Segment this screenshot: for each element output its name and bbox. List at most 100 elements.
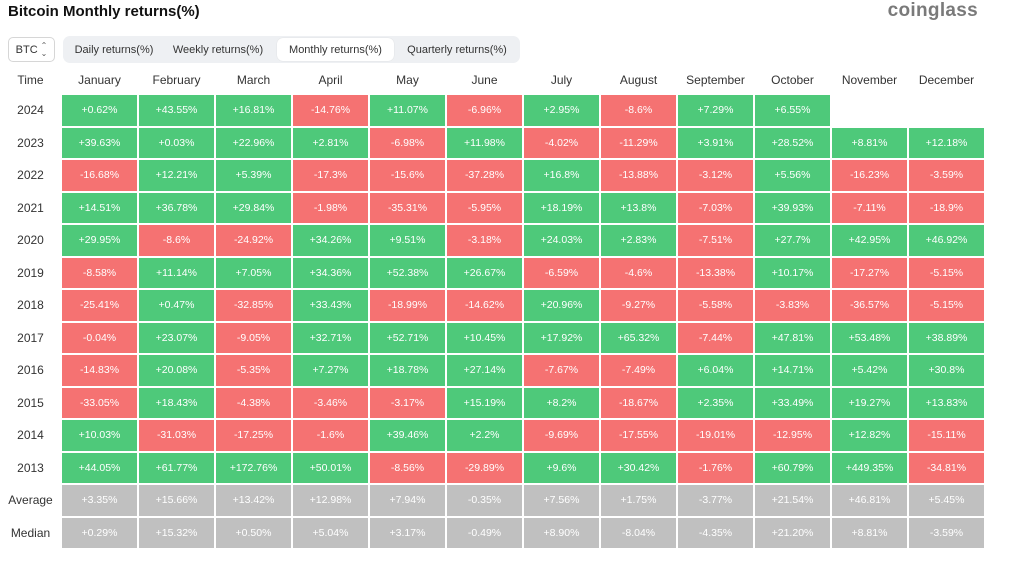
tab-weekly-returns[interactable]: Weekly returns(%) (172, 43, 264, 56)
empty-cell (909, 95, 984, 126)
return-cell: -8.56% (370, 452, 445, 483)
return-cell: -8.58% (62, 257, 137, 288)
tab-daily-returns[interactable]: Daily returns(%) (74, 43, 154, 56)
return-cell: +30.8% (909, 355, 984, 386)
month-column-header: March (236, 72, 271, 87)
return-cell: +3.91% (678, 127, 753, 158)
return-cell: +8.81% (832, 127, 907, 158)
return-cell: +18.78% (370, 355, 445, 386)
return-cell: -3.59% (909, 517, 984, 548)
return-cell: +5.42% (832, 355, 907, 386)
return-cell: +8.2% (524, 387, 599, 418)
return-cell: +15.19% (447, 387, 522, 418)
return-cell: +23.07% (139, 322, 214, 353)
return-cell: -0.35% (447, 485, 522, 516)
tab-monthly-returns[interactable]: Monthly returns(%) (277, 38, 394, 61)
return-cell: +65.32% (601, 322, 676, 353)
table-row: 2020 +29.95% -8.6% -24.92% +34.26% +9.51% -3.1… (1, 225, 984, 256)
return-cell: +8.90% (524, 517, 599, 548)
return-cell: +13.83% (909, 387, 984, 418)
return-cell: +15.32% (139, 517, 214, 548)
return-cell: +3.17% (370, 517, 445, 548)
return-cell: -13.38% (678, 257, 753, 288)
return-cell: +13.42% (216, 485, 291, 516)
return-cell: -3.17% (370, 387, 445, 418)
return-cell: -16.23% (832, 160, 907, 191)
return-cell: -5.58% (678, 290, 753, 321)
return-cell: -33.05% (62, 387, 137, 418)
return-cell: -9.69% (524, 420, 599, 451)
return-cell: +60.79% (755, 452, 830, 483)
table-row: 2016 -14.83% +20.08% -5.35% +7.27% +18.78% +27… (1, 355, 984, 386)
table-row: 2013 +44.05% +61.77% +172.76% +50.01% -8.56% -… (1, 452, 984, 483)
return-cell: +2.95% (524, 95, 599, 126)
return-cell: +16.81% (216, 95, 291, 126)
return-cell: +5.56% (755, 160, 830, 191)
return-cell: +28.52% (755, 127, 830, 158)
month-column-header: October (771, 72, 814, 87)
return-cell: +44.05% (62, 452, 137, 483)
return-cell: +30.42% (601, 452, 676, 483)
return-cell: +22.96% (216, 127, 291, 158)
return-cell: -4.6% (601, 257, 676, 288)
asset-select[interactable]: BTC ⌃ ⌄ (8, 37, 55, 62)
return-cell: -31.03% (139, 420, 214, 451)
return-cell: +17.92% (524, 322, 599, 353)
return-cell: +14.51% (62, 192, 137, 223)
return-cell: -0.49% (447, 517, 522, 548)
return-cell: -34.81% (909, 452, 984, 483)
return-cell: -7.51% (678, 225, 753, 256)
return-cell: +13.8% (601, 192, 676, 223)
return-cell: +38.89% (909, 322, 984, 353)
month-column-header: December (918, 72, 975, 87)
return-cell: -8.6% (139, 225, 214, 256)
return-cell: +5.45% (909, 485, 984, 516)
return-cell: +3.35% (62, 485, 137, 516)
return-cell: +46.92% (909, 225, 984, 256)
return-cell: -32.85% (216, 290, 291, 321)
return-cell: -7.49% (601, 355, 676, 386)
return-cell: +19.27% (832, 387, 907, 418)
return-cell: -4.02% (524, 127, 599, 158)
return-cell: +2.35% (678, 387, 753, 418)
row-label: 2022 (17, 168, 44, 183)
return-cell: +26.67% (447, 257, 522, 288)
return-cell: -6.98% (370, 127, 445, 158)
return-cell: -8.6% (601, 95, 676, 126)
table-header-row: Time January February March April May June Jul… (1, 66, 984, 93)
return-cell: +46.81% (832, 485, 907, 516)
return-cell: -1.98% (293, 192, 368, 223)
return-cell: +20.08% (139, 355, 214, 386)
return-cell: +2.83% (601, 225, 676, 256)
month-column-header: August (619, 72, 658, 87)
row-label: 2024 (17, 103, 44, 118)
return-cell: +18.19% (524, 192, 599, 223)
return-cell: +47.81% (755, 322, 830, 353)
table-body: 2024 +0.62% +43.55% +16.81% -14.76% +11.07% -6… (1, 95, 984, 548)
brand-logo: coinglass (887, 0, 978, 21)
return-cell: +0.47% (139, 290, 214, 321)
return-cell: +0.29% (62, 517, 137, 548)
return-cell: +0.03% (139, 127, 214, 158)
return-cell: -4.38% (216, 387, 291, 418)
month-column-header: July (550, 72, 573, 87)
return-cell: +21.54% (755, 485, 830, 516)
tab-quarterly-returns[interactable]: Quarterly returns(%) (407, 43, 507, 56)
return-cell: -3.12% (678, 160, 753, 191)
return-cell: +33.43% (293, 290, 368, 321)
return-cell: +39.46% (370, 420, 445, 451)
return-cell: +15.66% (139, 485, 214, 516)
return-cell: -36.57% (832, 290, 907, 321)
return-cell: +27.14% (447, 355, 522, 386)
return-cell: +42.95% (832, 225, 907, 256)
return-cell: +29.84% (216, 192, 291, 223)
return-cell: +16.8% (524, 160, 599, 191)
time-column-header: Time (17, 72, 44, 87)
return-cell: +52.38% (370, 257, 445, 288)
return-cell: +0.62% (62, 95, 137, 126)
return-cell: +5.39% (216, 160, 291, 191)
month-column-header: September (686, 72, 745, 87)
row-label: 2017 (17, 330, 44, 345)
return-cell: -18.9% (909, 192, 984, 223)
return-cell: -0.04% (62, 322, 137, 353)
